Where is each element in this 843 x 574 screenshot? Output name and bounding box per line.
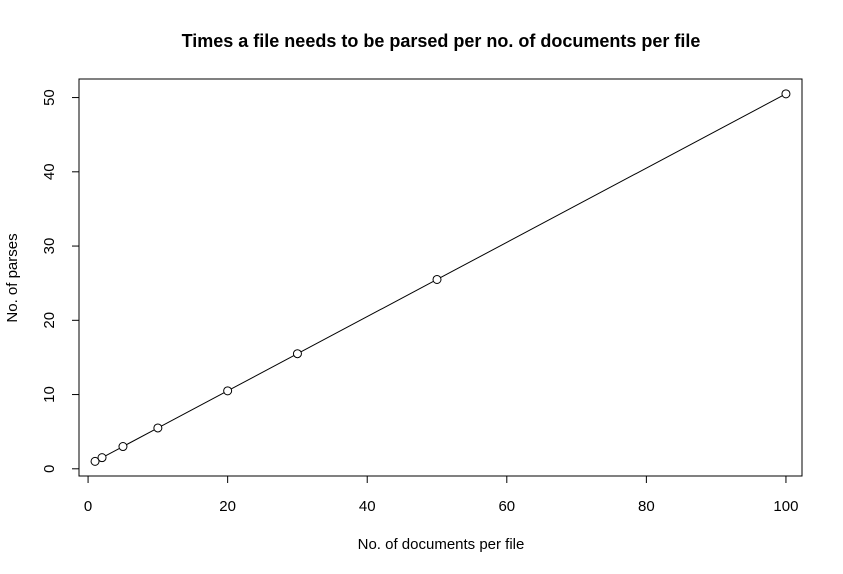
data-point <box>118 442 128 452</box>
data-point <box>292 349 302 359</box>
data-point <box>90 456 100 466</box>
data-point <box>97 453 107 463</box>
chart-title: Times a file needs to be parsed per no. … <box>182 31 701 51</box>
series-group <box>90 89 791 466</box>
x-tick-label: 40 <box>359 498 376 515</box>
y-tick-label: 50 <box>41 89 58 106</box>
x-tick-label: 0 <box>84 498 92 515</box>
data-point <box>223 386 233 396</box>
y-tick-label: 0 <box>41 465 58 473</box>
y-axis-label: No. of parses <box>4 233 21 322</box>
y-tick-label: 10 <box>41 386 58 403</box>
x-axis-label: No. of documents per file <box>358 536 525 553</box>
data-point <box>432 274 442 284</box>
y-tick-label: 30 <box>41 238 58 255</box>
y-tick-label: 40 <box>41 163 58 180</box>
x-tick-label: 20 <box>219 498 236 515</box>
x-tick-label: 100 <box>773 498 798 515</box>
data-point <box>153 423 163 433</box>
x-tick-label: 80 <box>638 498 655 515</box>
x-axis: 0 20 40 60 80 100 <box>84 475 798 515</box>
y-tick-label: 20 <box>41 312 58 329</box>
y-axis: 0 10 20 30 40 50 <box>41 89 80 473</box>
x-tick-label: 60 <box>498 498 515 515</box>
data-point <box>781 89 791 99</box>
